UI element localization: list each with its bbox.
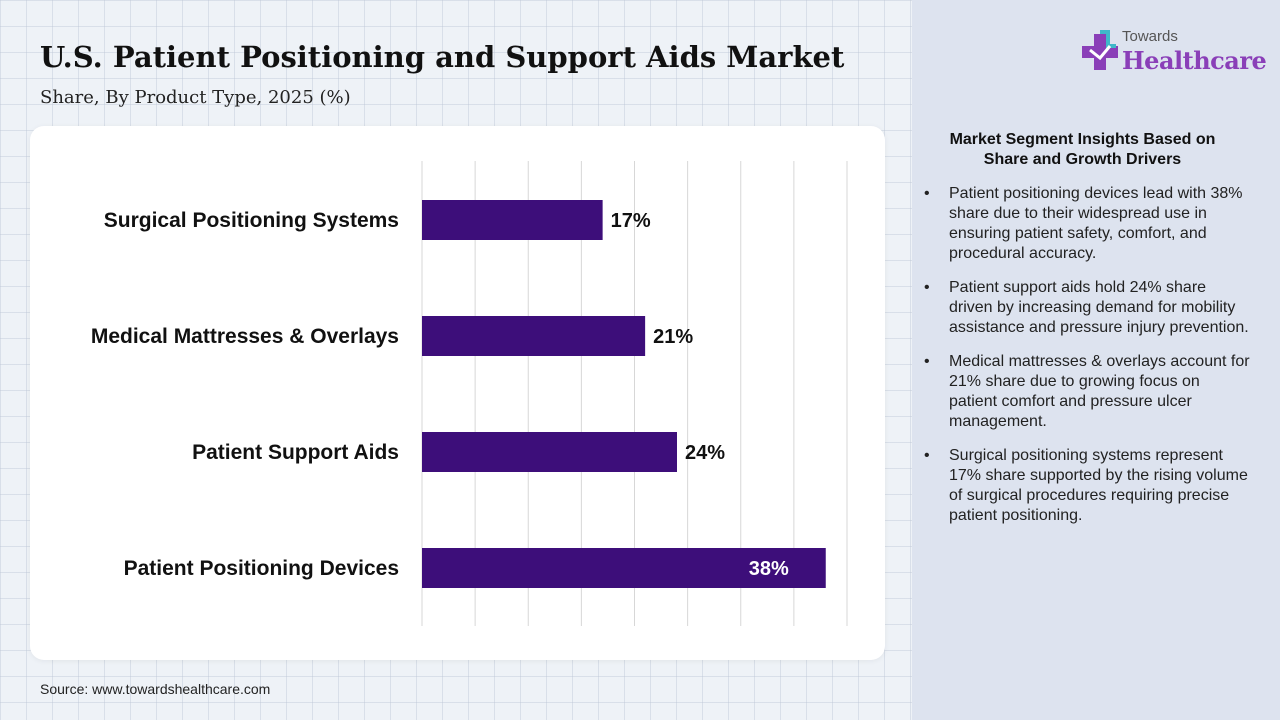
chart-bars: [422, 200, 826, 588]
medical-cross-logo-icon: [1082, 30, 1118, 70]
category-label: Medical Mattresses & Overlays: [91, 325, 399, 348]
value-label: 17%: [611, 210, 651, 232]
insight-item: • Surgical positioning systems represent …: [922, 446, 1252, 526]
insight-item: • Medical mattresses & overlays account f…: [922, 352, 1252, 432]
bar: [422, 432, 677, 472]
bar: [422, 200, 603, 240]
category-label: Surgical Positioning Systems: [104, 209, 399, 232]
category-label: Patient Support Aids: [192, 441, 399, 464]
bar: [422, 316, 646, 356]
insight-text: Patient positioning devices lead with 38…: [949, 185, 1243, 262]
insight-item: • Patient support aids hold 24% share dri…: [922, 278, 1252, 338]
chart-value-labels: 17% 21% 24% 38%: [611, 210, 789, 580]
insights-panel: [912, 0, 1280, 720]
bullet-icon: •: [924, 447, 930, 464]
value-label: 38%: [749, 558, 789, 580]
brand-name-line1: Towards: [1122, 28, 1178, 45]
chart-card: Surgical Positioning Systems Medical Matt…: [30, 126, 885, 660]
insight-text: Medical mattresses & overlays account fo…: [949, 353, 1250, 430]
insight-text: Patient support aids hold 24% share driv…: [949, 279, 1249, 336]
bullet-icon: •: [924, 185, 930, 202]
chart-category-labels: Surgical Positioning Systems Medical Matt…: [91, 209, 399, 580]
value-label: 21%: [653, 326, 693, 348]
insight-text: Surgical positioning systems represent 1…: [949, 447, 1248, 524]
insight-item: • Patient positioning devices lead with 3…: [922, 184, 1252, 264]
bullet-icon: •: [924, 353, 930, 370]
insights-list: • Patient positioning devices lead with 3…: [922, 184, 1252, 540]
page-title: U.S. Patient Positioning and Support Aid…: [40, 40, 845, 74]
page-subtitle: Share, By Product Type, 2025 (%): [40, 87, 351, 108]
category-label: Patient Positioning Devices: [124, 557, 399, 580]
source-note: Source: www.towardshealthcare.com: [40, 681, 271, 697]
insights-title: Market Segment Insights Based on Share a…: [949, 131, 1216, 168]
brand-name-line2: Healthcare: [1122, 46, 1267, 75]
left-pane: U.S. Patient Positioning and Support Aid…: [30, 40, 885, 697]
bar-chart: Surgical Positioning Systems Medical Matt…: [91, 161, 848, 626]
brand-logo: Towards Healthcare: [1080, 28, 1267, 78]
bullet-icon: •: [924, 279, 930, 296]
value-label: 24%: [685, 442, 725, 464]
bar: [422, 548, 826, 588]
